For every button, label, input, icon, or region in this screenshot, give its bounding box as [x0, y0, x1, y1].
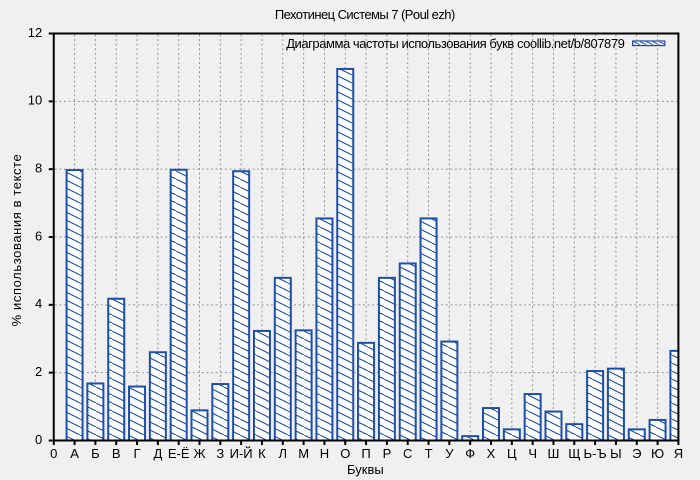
svg-text:8: 8 — [35, 160, 42, 175]
svg-text:12: 12 — [28, 25, 42, 40]
svg-text:З: З — [216, 446, 224, 461]
svg-text:% использования в тексте: % использования в тексте — [9, 154, 24, 327]
svg-text:А: А — [70, 446, 79, 461]
svg-text:10: 10 — [28, 93, 42, 108]
svg-text:Ч: Ч — [528, 446, 537, 461]
svg-text:Диаграмма частоты использовани: Диаграмма частоты использования букв coo… — [286, 36, 624, 51]
svg-text:2: 2 — [35, 364, 42, 379]
svg-text:О: О — [340, 446, 350, 461]
svg-text:4: 4 — [35, 296, 42, 311]
svg-text:Н: Н — [320, 446, 329, 461]
svg-text:В: В — [112, 446, 121, 461]
svg-text:Р: Р — [383, 446, 392, 461]
svg-text:Б: Б — [91, 446, 100, 461]
svg-text:Буквы: Буквы — [347, 462, 384, 477]
svg-text:Д: Д — [153, 446, 162, 461]
svg-text:Ы: Ы — [610, 446, 622, 461]
svg-text:Е-Ё: Е-Ё — [168, 446, 190, 461]
svg-text:0: 0 — [50, 446, 57, 461]
svg-text:Л: Л — [279, 446, 288, 461]
svg-text:Ж: Ж — [193, 446, 205, 461]
svg-text:Ш: Ш — [548, 446, 560, 461]
svg-text:6: 6 — [35, 228, 42, 243]
svg-text:Г: Г — [134, 446, 141, 461]
svg-text:0: 0 — [35, 432, 42, 447]
svg-text:Ф: Ф — [465, 446, 475, 461]
svg-text:У: У — [445, 446, 454, 461]
svg-text:М: М — [298, 446, 309, 461]
svg-text:Ь-Ъ: Ь-Ъ — [584, 446, 607, 461]
svg-text:Х: Х — [487, 446, 496, 461]
svg-text:Ц: Ц — [507, 446, 517, 461]
svg-text:Ю: Ю — [651, 446, 664, 461]
svg-text:И-Й: И-Й — [230, 446, 253, 461]
svg-text:К: К — [258, 446, 266, 461]
svg-text:С: С — [403, 446, 412, 461]
svg-text:Э: Э — [632, 446, 641, 461]
svg-text:Я: Я — [674, 446, 683, 461]
svg-text:Пехотинец Системы 7 (Poul ezh): Пехотинец Системы 7 (Poul ezh) — [275, 7, 455, 22]
svg-text:Щ: Щ — [568, 446, 580, 461]
svg-text:Т: Т — [425, 446, 433, 461]
svg-text:П: П — [361, 446, 370, 461]
